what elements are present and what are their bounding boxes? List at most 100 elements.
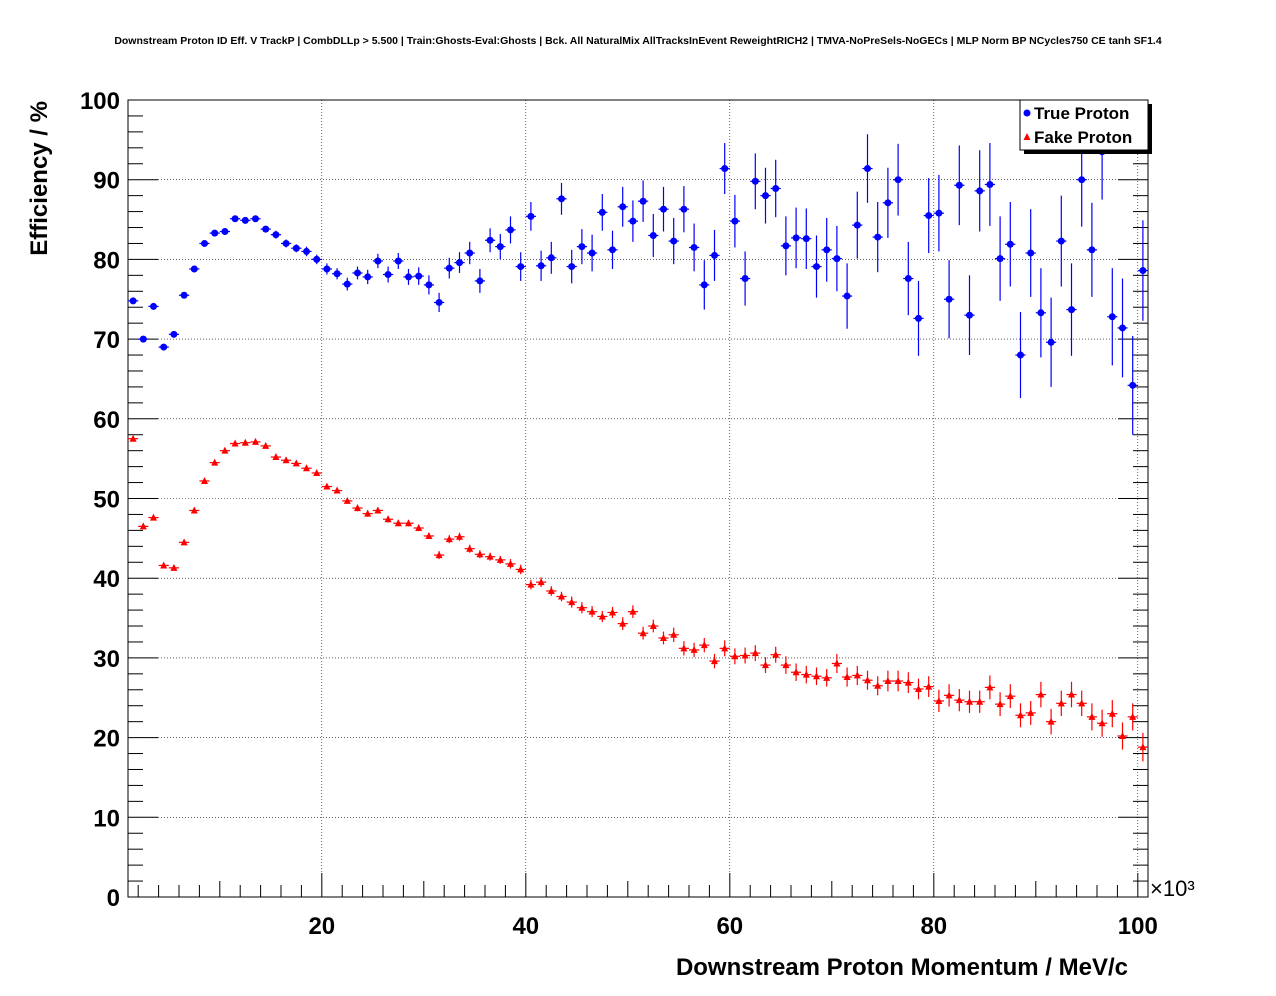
legend-marker-triangle-icon (1023, 133, 1031, 140)
data-point (201, 476, 208, 484)
y-tick-label: 0 (107, 885, 120, 912)
data-point (190, 506, 198, 514)
data-point (853, 671, 861, 679)
data-point (139, 335, 147, 343)
data-point (772, 650, 780, 658)
y-tick-label: 60 (93, 407, 120, 434)
data-point (1037, 690, 1045, 698)
data-point (884, 199, 892, 207)
x-tick-label: 100 (1118, 913, 1158, 940)
data-point (1139, 743, 1147, 751)
chart-title: Downstream Proton ID Eff. V TrackP | Com… (114, 35, 1162, 47)
data-point (670, 237, 678, 245)
data-point (833, 255, 841, 263)
data-point (660, 633, 667, 641)
data-point (262, 441, 270, 449)
data-point (762, 661, 769, 669)
data-point (935, 696, 943, 704)
data-point (456, 259, 463, 267)
data-point (1119, 732, 1126, 740)
data-point (721, 165, 729, 173)
x-tick-label: 60 (716, 913, 743, 940)
data-point (272, 453, 280, 461)
data-point (1006, 240, 1014, 248)
data-point (241, 438, 249, 446)
data-point (476, 550, 484, 558)
y-tick-label: 90 (93, 168, 120, 195)
data-point (598, 208, 606, 216)
data-point (639, 629, 647, 637)
data-point (364, 273, 372, 281)
series-true-proton (128, 103, 1148, 435)
data-point (649, 622, 657, 630)
data-point (1078, 699, 1086, 707)
data-point (507, 559, 514, 567)
data-point (751, 649, 759, 657)
data-point (609, 246, 616, 254)
data-point (619, 203, 627, 211)
data-point (598, 612, 606, 620)
data-point (976, 187, 984, 195)
data-point (558, 592, 565, 600)
data-point (843, 292, 851, 300)
data-point (1088, 246, 1096, 254)
data-point (802, 670, 810, 678)
data-point (445, 264, 453, 272)
data-point (843, 673, 851, 681)
x-tick-label: 20 (308, 913, 335, 940)
data-point (343, 496, 351, 504)
data-point (1017, 711, 1024, 719)
data-point (150, 513, 157, 521)
data-point (527, 580, 535, 588)
data-point (772, 184, 780, 192)
data-point (1098, 719, 1106, 727)
data-point (537, 578, 545, 586)
data-point (700, 641, 708, 649)
data-point (252, 437, 259, 445)
y-tick-label: 40 (93, 566, 120, 593)
series-fake-proton (128, 434, 1148, 762)
data-point (925, 682, 933, 690)
data-point (700, 281, 708, 289)
data-point (966, 311, 973, 319)
y-axis-label: Efficiency / % (26, 101, 53, 256)
data-point (170, 330, 178, 338)
data-point (333, 486, 341, 494)
data-point (394, 519, 402, 527)
data-point (354, 269, 361, 277)
data-point (292, 459, 300, 467)
data-point (1119, 324, 1126, 332)
data-point (282, 239, 290, 247)
data-point (853, 221, 861, 229)
data-point (496, 243, 504, 251)
data-point (1057, 699, 1065, 707)
data-point (415, 523, 423, 531)
data-point (231, 439, 239, 447)
x-axis-label: Downstream Proton Momentum / MeV/c (676, 954, 1128, 981)
data-point (588, 249, 596, 257)
data-point (333, 270, 341, 278)
data-point (1006, 692, 1014, 700)
data-point (1078, 176, 1086, 184)
data-point (986, 180, 994, 188)
y-tick-label: 50 (93, 487, 120, 514)
data-point (1068, 690, 1075, 698)
legend-marker-circle-icon (1023, 109, 1031, 117)
data-point (915, 314, 922, 322)
data-point (252, 215, 259, 223)
data-point (374, 506, 382, 514)
legend-label: Fake Proton (1034, 128, 1132, 147)
data-point (129, 434, 137, 442)
data-point (139, 522, 147, 530)
data-point (190, 265, 198, 273)
legend: True Proton Fake Proton (1019, 99, 1152, 154)
data-point (721, 644, 729, 652)
data-point (894, 677, 902, 685)
data-point (782, 242, 790, 250)
data-point (609, 608, 616, 616)
data-point (1108, 709, 1116, 717)
data-point (986, 683, 994, 691)
data-point (364, 509, 372, 517)
data-point (813, 263, 820, 271)
